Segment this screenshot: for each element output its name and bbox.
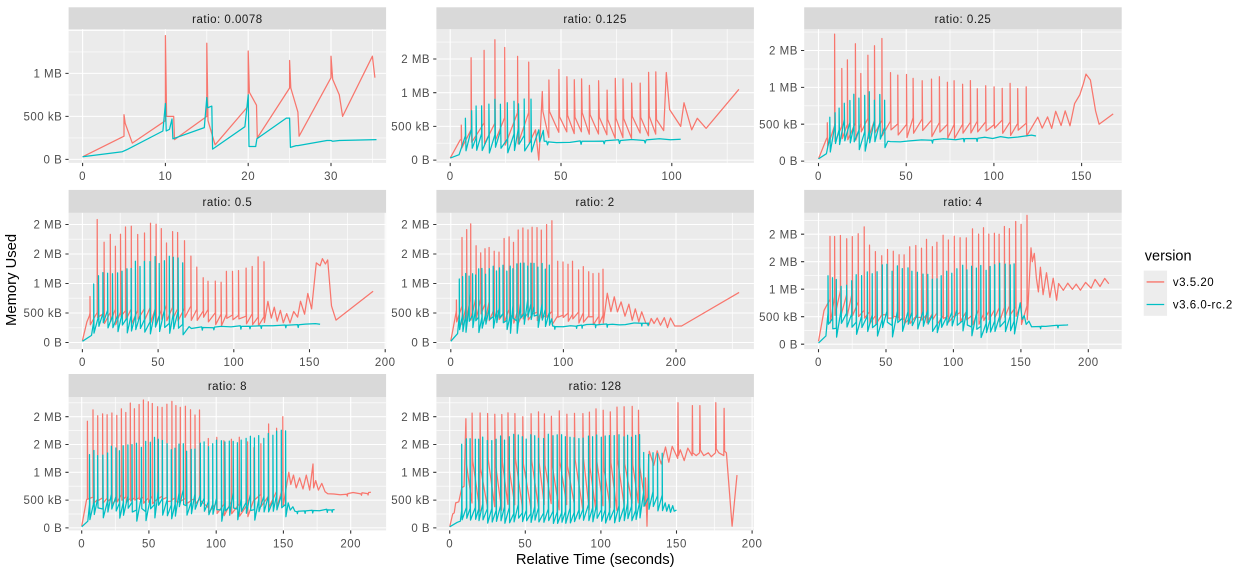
svg-text:0 B: 0 B [44, 155, 63, 167]
svg-text:2 MB: 2 MB [401, 220, 430, 232]
svg-text:1 MB: 1 MB [769, 83, 798, 95]
svg-text:500 kB: 500 kB [23, 308, 62, 320]
svg-text:0 B: 0 B [44, 338, 63, 350]
svg-text:2 MB: 2 MB [33, 440, 62, 452]
svg-text:500 kB: 500 kB [23, 495, 62, 507]
svg-text:30: 30 [324, 171, 338, 183]
svg-text:ratio: 2: ratio: 2 [576, 197, 615, 209]
svg-text:ratio: 0.5: ratio: 0.5 [203, 197, 253, 209]
svg-text:v3.5.20: v3.5.20 [1173, 277, 1214, 289]
svg-text:1 MB: 1 MB [33, 467, 62, 479]
svg-text:2 MB: 2 MB [769, 229, 798, 241]
svg-text:500 kB: 500 kB [391, 495, 430, 507]
svg-text:10: 10 [159, 171, 173, 183]
svg-text:500 kB: 500 kB [391, 122, 430, 134]
svg-text:2 MB: 2 MB [769, 257, 798, 269]
svg-text:v3.6.0-rc.2: v3.6.0-rc.2 [1173, 300, 1233, 312]
svg-text:150: 150 [1011, 357, 1032, 369]
svg-text:150: 150 [666, 538, 687, 550]
svg-text:1 MB: 1 MB [33, 279, 62, 291]
svg-text:1 MB: 1 MB [769, 284, 798, 296]
svg-text:100: 100 [943, 357, 964, 369]
svg-text:50: 50 [151, 357, 165, 369]
svg-text:500 kB: 500 kB [759, 119, 798, 131]
svg-text:0 B: 0 B [779, 339, 798, 351]
svg-text:0 B: 0 B [779, 156, 798, 168]
svg-text:150: 150 [273, 538, 294, 550]
svg-text:2 MB: 2 MB [401, 440, 430, 452]
svg-text:0: 0 [815, 171, 822, 183]
svg-text:0 B: 0 B [44, 523, 63, 535]
svg-text:2 MB: 2 MB [33, 412, 62, 424]
svg-text:100: 100 [661, 171, 682, 183]
svg-text:ratio: 4: ratio: 4 [943, 197, 982, 209]
svg-text:200: 200 [375, 357, 396, 369]
svg-text:0 B: 0 B [411, 523, 430, 535]
svg-text:200: 200 [742, 538, 763, 550]
svg-text:50: 50 [879, 357, 893, 369]
svg-text:500 kB: 500 kB [391, 308, 430, 320]
svg-text:0: 0 [79, 357, 86, 369]
svg-text:2 MB: 2 MB [33, 249, 62, 261]
svg-text:100: 100 [223, 357, 244, 369]
svg-text:0: 0 [447, 357, 454, 369]
svg-text:50: 50 [518, 538, 532, 550]
svg-text:200: 200 [340, 538, 361, 550]
svg-text:1 MB: 1 MB [401, 88, 430, 100]
svg-text:50: 50 [899, 171, 913, 183]
svg-text:200: 200 [666, 357, 687, 369]
svg-text:150: 150 [299, 357, 320, 369]
svg-text:2 MB: 2 MB [769, 46, 798, 58]
svg-text:0 B: 0 B [411, 338, 430, 350]
svg-text:2 MB: 2 MB [401, 412, 430, 424]
svg-text:ratio: 8: ratio: 8 [208, 381, 247, 393]
svg-text:0: 0 [79, 171, 86, 183]
svg-text:ratio: 0.0078: ratio: 0.0078 [192, 14, 262, 26]
svg-text:150: 150 [1071, 171, 1092, 183]
svg-text:Memory Used: Memory Used [4, 234, 20, 326]
svg-text:0: 0 [815, 357, 822, 369]
svg-text:2 MB: 2 MB [401, 249, 430, 261]
svg-text:2 MB: 2 MB [33, 220, 62, 232]
svg-text:version: version [1145, 249, 1192, 265]
svg-text:500 kB: 500 kB [759, 312, 798, 324]
svg-text:100: 100 [553, 357, 574, 369]
svg-text:20: 20 [241, 171, 255, 183]
svg-text:2 MB: 2 MB [401, 54, 430, 66]
svg-text:100: 100 [206, 538, 227, 550]
svg-text:100: 100 [984, 171, 1005, 183]
svg-text:50: 50 [554, 171, 568, 183]
svg-text:0 B: 0 B [411, 155, 430, 167]
svg-text:ratio: 0.125: ratio: 0.125 [563, 14, 627, 26]
svg-text:500 kB: 500 kB [23, 112, 62, 124]
svg-text:100: 100 [591, 538, 612, 550]
svg-text:1 MB: 1 MB [401, 279, 430, 291]
svg-text:0: 0 [446, 538, 453, 550]
svg-text:0: 0 [447, 171, 454, 183]
svg-text:50: 50 [142, 538, 156, 550]
svg-text:200: 200 [1078, 357, 1099, 369]
svg-text:1 MB: 1 MB [33, 69, 62, 81]
svg-text:1 MB: 1 MB [401, 467, 430, 479]
svg-text:Relative Time (seconds): Relative Time (seconds) [516, 552, 675, 568]
svg-text:0: 0 [78, 538, 85, 550]
svg-text:ratio: 0.25: ratio: 0.25 [935, 14, 992, 26]
svg-text:ratio: 128: ratio: 128 [569, 381, 622, 393]
